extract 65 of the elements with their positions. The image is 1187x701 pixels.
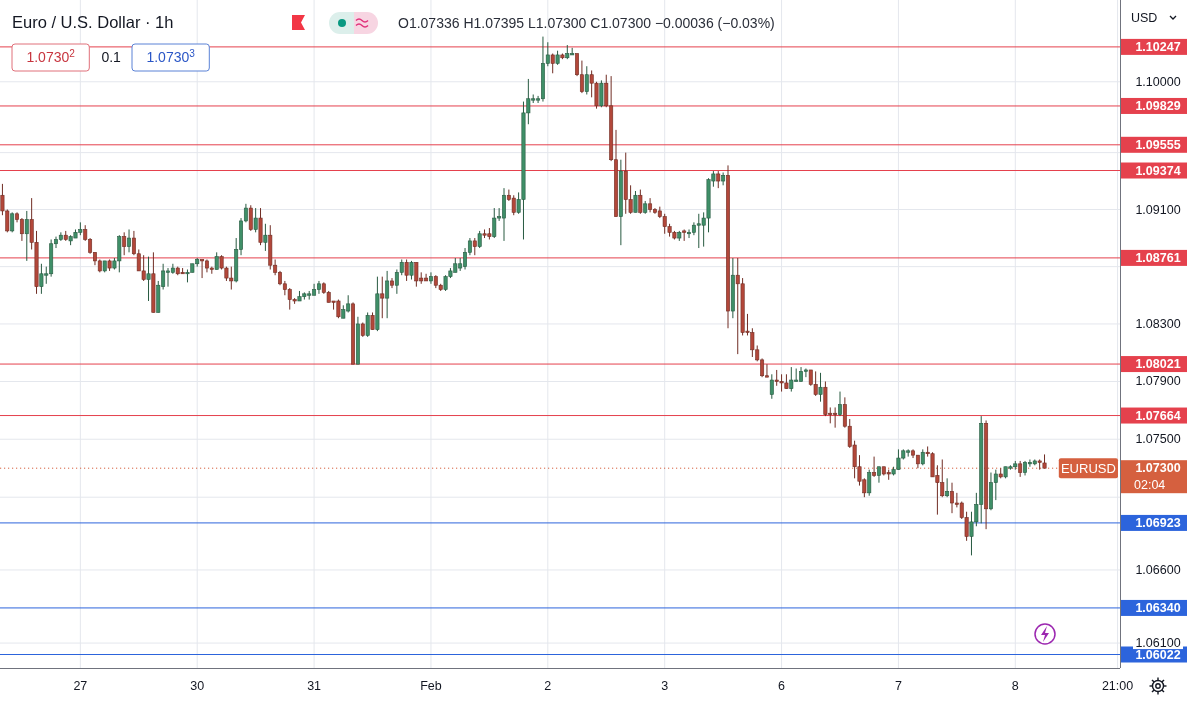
candlestick (409, 260, 414, 281)
ref-line-label: 1.06340 (1135, 600, 1181, 615)
candlestick (248, 204, 253, 232)
text: 02:04 (1134, 478, 1166, 493)
candlestick (380, 276, 385, 319)
ref-line-label: 1.10247 (1135, 39, 1181, 54)
y-tick-label: 1.10000 (1135, 74, 1181, 89)
candlestick (638, 189, 643, 215)
candlestick (19, 217, 24, 242)
candlestick (200, 258, 205, 279)
candlestick (429, 271, 433, 285)
x-tick-label: Feb (420, 679, 442, 693)
ref-line-label: 1.09555 (1135, 137, 1181, 152)
candlestick (633, 190, 638, 213)
text: O1.07336 H1.07395 L1.07300 C1.07300 −0.00036 (−0.03%) (398, 15, 775, 31)
y-tick-label: 1.07500 (1135, 432, 1181, 447)
x-tick-label: 27 (73, 679, 88, 693)
x-tick-label: 21:00 (1101, 679, 1134, 693)
y-tick-label: 1.06100 (1135, 636, 1181, 651)
annotation: 1.0730$^{3}$ (146, 47, 196, 65)
y-tick-label: 1.09100 (1135, 202, 1181, 217)
x-tick-label: 6 (778, 679, 786, 693)
annotation: EURUSD (1060, 460, 1116, 476)
candlestick (818, 372, 823, 403)
candlestick (872, 456, 877, 478)
candlestick (127, 228, 131, 253)
candlestick (584, 65, 589, 95)
candlestick (263, 223, 268, 252)
ref-line-label: 1.09829 (1135, 98, 1181, 113)
candlestick (24, 210, 29, 262)
ref-line-label: 1.08021 (1135, 357, 1181, 372)
candlestick (648, 197, 653, 213)
candlestick (511, 194, 516, 216)
annotation: 0.1 (101, 49, 122, 65)
x-tick-label: 3 (661, 679, 669, 693)
x-tick-label: 8 (1011, 679, 1019, 693)
ref-line-label: 1.07300 (1135, 461, 1181, 476)
candlestick (146, 256, 151, 302)
candlestick (122, 231, 127, 256)
candlestick (385, 270, 390, 319)
x-tick-label: 2 (544, 679, 552, 693)
y-tick-label: 1.07900 (1135, 374, 1181, 389)
candlestick (838, 391, 842, 417)
x-tick-label: 31 (307, 679, 322, 693)
candlestick (789, 366, 794, 393)
candlestick (492, 207, 497, 239)
y-tick-label: 1.08300 (1135, 316, 1181, 331)
candlestick (365, 311, 370, 338)
ref-line-label: 1.07664 (1135, 408, 1181, 423)
x-tick-label: 30 (190, 679, 205, 693)
ref-line-label: 1.08761 (1135, 250, 1181, 265)
candlestick (803, 368, 808, 378)
y-axis-title: USD (1131, 11, 1158, 25)
candlestick (769, 373, 774, 400)
candlestick (599, 79, 604, 108)
x-tick-label: 7 (894, 679, 902, 693)
candlestick (404, 258, 409, 282)
candlestick (945, 477, 950, 498)
candlestick (253, 207, 258, 233)
ref-line-label: 1.09374 (1135, 163, 1181, 178)
candlestick (867, 469, 872, 497)
annotation: 1.0730$^{2}$ (26, 47, 76, 65)
ref-line-label: 1.06923 (1135, 515, 1181, 530)
text: Euro / U.S. Dollar · 1h (12, 13, 174, 31)
y-tick-label: 1.06600 (1135, 562, 1181, 577)
